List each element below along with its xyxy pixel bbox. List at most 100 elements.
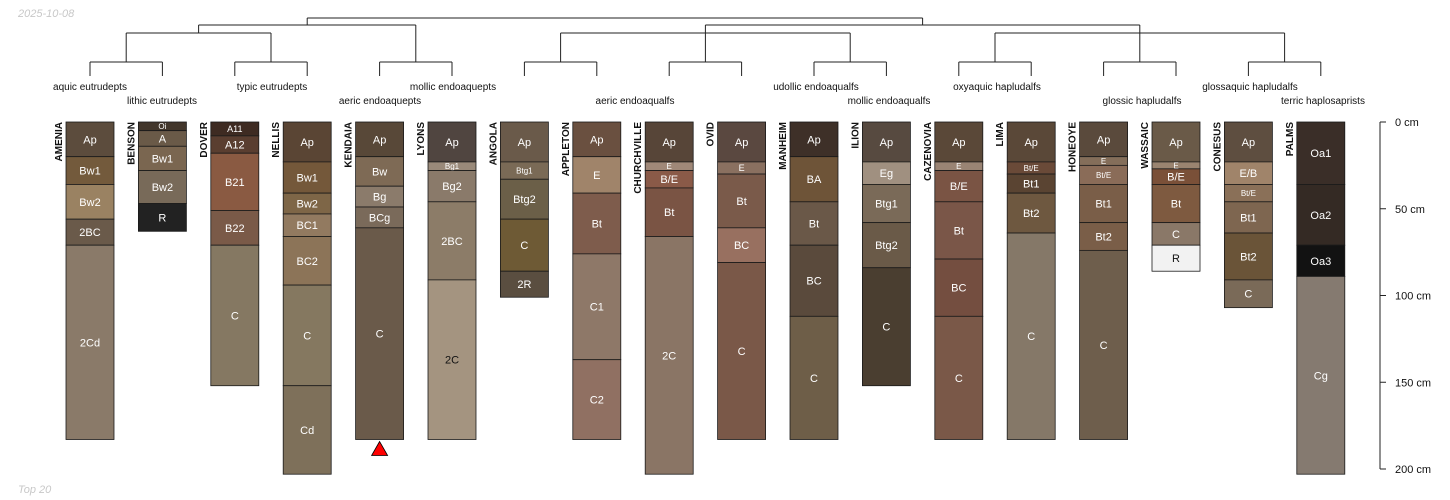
horizon-label: Bw xyxy=(372,166,387,178)
horizon-label: Ap xyxy=(807,134,820,146)
profile-dover: A11 A12 B21 B22 C DOVER xyxy=(199,121,260,387)
horizon-ovid-c xyxy=(717,262,766,440)
profile-name: WASSAIC xyxy=(1140,122,1151,169)
profile-marker xyxy=(370,440,389,456)
horizon-amenia-bw2 xyxy=(65,184,115,220)
horizon-label: Bt1 xyxy=(1023,179,1040,191)
caption-label: Top 20 xyxy=(18,484,52,496)
horizon-amenia-2bc xyxy=(65,218,115,246)
subgroup-label: terric haplosaprists xyxy=(1281,96,1365,107)
horizon-label: E/B xyxy=(1240,168,1258,180)
horizon-angola-c xyxy=(499,218,549,272)
horizon-label: Ap xyxy=(1097,134,1110,146)
horizon-label: C xyxy=(1172,229,1180,241)
profile-name: LIMA xyxy=(995,122,1006,146)
profile-name: MANHEIM xyxy=(778,122,789,170)
horizon-label: 2C xyxy=(445,355,459,367)
horizon-label: Bt xyxy=(954,225,964,237)
horizon-label: Ap xyxy=(952,137,965,149)
horizon-label: E xyxy=(739,163,745,173)
profile-lima: Ap Bt/E Bt1 Bt2 C LIMA xyxy=(995,121,1056,440)
horizon-label: Bw2 xyxy=(152,182,173,194)
profile-nellis: Ap Bw1 Bw2 BC1 BC2 C Cd NELLIS xyxy=(271,121,332,475)
horizon-label: BC1 xyxy=(296,220,317,232)
horizon-honeoye-bt1 xyxy=(1079,184,1128,224)
horizon-cazenovia-ap xyxy=(934,121,984,163)
horizon-label: Ap xyxy=(445,137,458,149)
horizon-nellis-bc2 xyxy=(282,236,332,286)
horizon-honeoye-ap xyxy=(1079,121,1128,158)
horizon-label: Btg2 xyxy=(513,194,536,206)
profile-name: OVID xyxy=(706,122,717,146)
horizon-label: Bt xyxy=(809,218,819,230)
depth-tick-label: 0 cm xyxy=(1395,117,1419,129)
horizon-manheim-bt xyxy=(789,201,839,246)
horizon-benson-bw1 xyxy=(137,145,187,171)
depth-tick-label: 50 cm xyxy=(1395,204,1425,216)
horizon-angola-btg2 xyxy=(499,178,549,220)
subgroup-label: aeric endoaqualfs xyxy=(596,96,675,107)
horizon-label: Bt1 xyxy=(1095,199,1112,211)
horizon-label: Ap xyxy=(662,137,675,149)
horizon-label: A11 xyxy=(227,124,242,134)
horizon-nellis-bw1 xyxy=(282,161,332,194)
subgroup-label: aquic eutrudepts xyxy=(53,82,127,93)
horizon-label: C xyxy=(376,329,384,341)
horizon-palms-oa3 xyxy=(1296,244,1346,277)
horizon-label: R xyxy=(158,212,166,224)
horizon-label: Bg1 xyxy=(445,162,460,171)
profile-appleton: Ap E Bt C1 C2 APPLETON xyxy=(561,121,622,440)
subgroup-label: typic eutrudepts xyxy=(237,82,308,93)
horizon-label: B21 xyxy=(225,177,245,189)
horizon-label: BA xyxy=(807,174,822,186)
horizon-label: C xyxy=(231,310,239,322)
horizon-appleton-e xyxy=(572,156,622,194)
horizon-label: Ap xyxy=(880,137,893,149)
horizon-ovid-bt xyxy=(717,173,766,229)
subgroup-label: oxyaquic hapludalfs xyxy=(953,82,1041,93)
horizon-label: A xyxy=(159,133,167,145)
horizon-label: BC xyxy=(806,276,821,288)
horizon-ovid-ap xyxy=(717,121,766,163)
horizon-label: Eg xyxy=(880,168,893,180)
horizon-label: Ap xyxy=(1024,137,1037,149)
horizon-label: BCg xyxy=(369,212,390,224)
horizon-appleton-ap xyxy=(572,121,622,158)
horizon-label: B/E xyxy=(660,174,678,186)
horizon-label: Ap xyxy=(373,134,386,146)
horizon-label: Bt2 xyxy=(1095,231,1112,243)
horizon-dover-b21 xyxy=(210,152,260,211)
horizon-ilion-c xyxy=(862,267,911,387)
horizon-nellis-cd xyxy=(282,385,332,475)
profile-name: DOVER xyxy=(199,121,210,157)
depth-axis: 0 cm 50 cm 100 cm 150 cm 200 cm xyxy=(1379,117,1431,476)
horizon-label: C xyxy=(955,373,963,385)
horizon-label: Btg2 xyxy=(875,240,898,252)
horizon-label: Bw1 xyxy=(152,153,173,165)
horizon-label: 2C xyxy=(662,350,676,362)
horizon-label: Bw1 xyxy=(296,172,317,184)
horizon-label: Bw1 xyxy=(79,166,100,178)
horizon-label: Btg1 xyxy=(875,199,898,211)
horizon-palms-oa1 xyxy=(1296,121,1346,185)
horizon-cazenovia-c xyxy=(934,315,984,440)
horizon-conesus-c xyxy=(1224,279,1273,309)
horizon-palms-cg xyxy=(1296,276,1346,475)
profile-name: LYONS xyxy=(416,122,427,156)
horizon-palms-oa2 xyxy=(1296,184,1346,246)
horizon-churchville-ap xyxy=(644,121,694,163)
profile-name: PALMS xyxy=(1285,122,1296,157)
profile-name: BENSON xyxy=(126,122,137,165)
horizon-benson-bw2 xyxy=(137,170,187,204)
horizon-label: 2Cd xyxy=(80,337,100,349)
profile-palms: Oa1 Oa2 Oa3 Cg PALMS xyxy=(1285,121,1346,475)
horizon-label: BC xyxy=(734,240,749,252)
horizon-appleton-c1 xyxy=(572,253,622,361)
horizon-label: Bt/E xyxy=(1241,189,1256,198)
horizon-kendaia-c xyxy=(355,227,405,440)
horizon-nellis-c xyxy=(282,284,332,387)
profile-name: KENDAIA xyxy=(344,122,355,168)
horizon-lyons-2c xyxy=(427,279,477,440)
